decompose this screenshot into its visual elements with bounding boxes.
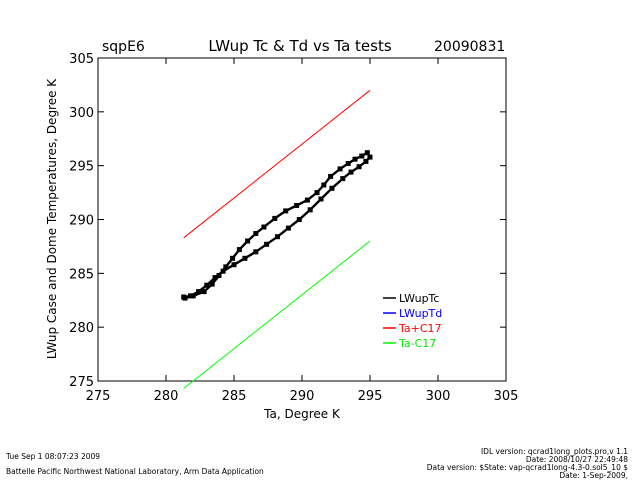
data-point <box>321 182 327 188</box>
legend: LWupTc LWupTd Ta+C17 Ta-C17 <box>383 292 442 350</box>
data-point <box>253 231 259 236</box>
data-point <box>340 176 346 182</box>
legend-label-ta-minus-c17: Ta-C17 <box>398 337 436 350</box>
legend-label-lwuptc: LWupTc <box>399 292 439 305</box>
data-point <box>190 293 196 299</box>
data-point <box>328 173 334 179</box>
y-axis-label: LWup Case and Dome Temperatures, Degree … <box>45 78 59 359</box>
data-point <box>212 275 218 281</box>
data-point <box>242 255 248 261</box>
footer-idl-date: Date: 2008/10/27 22:49:48 <box>526 455 628 464</box>
series-trace-lwuptc <box>183 151 372 300</box>
data-point <box>264 241 270 247</box>
data-point <box>275 234 280 240</box>
data-point <box>283 208 289 214</box>
date-label: 20090831 <box>434 39 505 55</box>
chart-title: LWup Tc & Td vs Ta tests <box>208 37 392 55</box>
x-tick-label: 290 <box>290 389 315 404</box>
data-point <box>356 164 362 170</box>
plot-area <box>97 57 507 382</box>
y-tick-label: 275 <box>69 375 94 390</box>
data-point <box>196 289 202 295</box>
data-point <box>345 161 351 166</box>
data-point <box>296 217 302 222</box>
x-tick-label: 275 <box>86 389 111 404</box>
y-tick-label: 285 <box>69 267 94 282</box>
legend-item-ta-plus-c17: Ta+C17 <box>383 322 442 335</box>
data-point <box>285 225 291 231</box>
y-tick-label: 280 <box>69 321 94 336</box>
data-point <box>216 273 222 278</box>
data-point <box>231 262 237 268</box>
footer-idl-version: IDL version: qcrad1long_plots.pro,v 1.1 <box>481 447 628 456</box>
x-tick-label: 295 <box>358 389 383 404</box>
data-point <box>294 203 300 208</box>
footer-timestamp: Tue Sep 1 08:07:23 2009 <box>5 452 100 461</box>
data-point <box>209 281 215 287</box>
data-point <box>352 156 358 162</box>
data-point <box>304 197 310 203</box>
y-tick-label: 295 <box>69 160 94 175</box>
series-layer <box>181 89 373 389</box>
data-point <box>367 154 373 160</box>
footer-data-date: Date: 1-Sep-2009, <box>559 471 628 480</box>
x-tick-label: 285 <box>222 389 247 404</box>
data-point <box>314 190 320 196</box>
legend-label-lwuptd: LWupTd <box>399 307 442 320</box>
series-line-ta-c17 <box>183 240 371 389</box>
data-point <box>363 158 369 164</box>
y-tick-label: 300 <box>69 106 94 121</box>
series-ta-c17 <box>183 240 371 389</box>
data-point <box>182 295 188 301</box>
data-point <box>318 196 324 202</box>
data-point <box>272 215 278 221</box>
site-label: sqpE6 <box>102 39 145 55</box>
data-point <box>201 289 207 295</box>
legend-label-ta-plus-c17: Ta+C17 <box>398 322 442 335</box>
data-point <box>230 255 236 261</box>
data-point <box>359 153 365 159</box>
data-point <box>236 247 242 253</box>
series-lwuptc <box>181 150 373 301</box>
footer-data-version: Data version: $State: vap-qcrad1long-4.3… <box>427 463 629 472</box>
data-point <box>245 238 251 244</box>
series-ta-plus-c17 <box>183 89 371 239</box>
legend-item-lwuptd: LWupTd <box>383 307 442 320</box>
x-axis-ticks: 275 280 285 290 295 300 305 <box>86 58 519 404</box>
data-point <box>307 207 313 213</box>
data-point <box>204 282 210 288</box>
legend-item-ta-minus-c17: Ta-C17 <box>383 337 436 350</box>
data-point <box>348 169 354 175</box>
data-point <box>337 166 343 172</box>
x-tick-label: 280 <box>154 389 179 404</box>
data-point <box>223 264 229 270</box>
y-tick-label: 290 <box>69 214 94 229</box>
footer-institution: Battelle Pacific Northwest National Labo… <box>6 467 264 476</box>
x-tick-label: 305 <box>494 389 519 404</box>
x-axis-label: Ta, Degree K <box>263 407 341 421</box>
series-line-ta-plus-c17 <box>183 89 371 239</box>
data-point <box>364 150 370 156</box>
data-point <box>329 185 335 191</box>
data-point <box>261 224 267 230</box>
y-tick-label: 305 <box>69 52 94 67</box>
data-point <box>188 293 193 299</box>
x-tick-label: 300 <box>426 389 451 404</box>
data-point <box>253 249 259 255</box>
legend-item-lwuptc: LWupTc <box>383 292 439 305</box>
y-axis-ticks: 275 280 285 290 295 300 305 <box>69 52 506 390</box>
data-point <box>220 268 226 274</box>
